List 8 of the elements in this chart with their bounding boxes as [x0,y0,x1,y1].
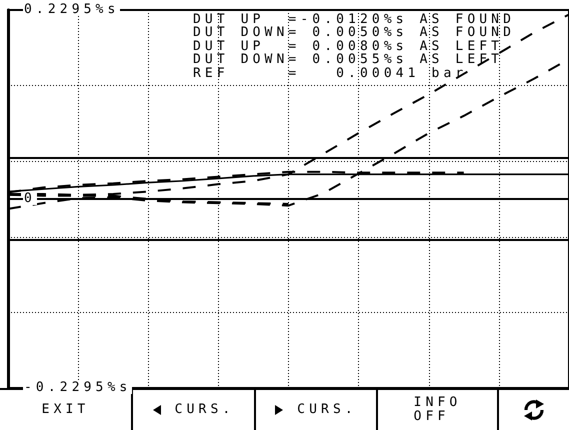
annotation: REF = 0.00041 bar [193,66,468,81]
y-tick-label: -0.2295%s [23,380,132,395]
y-tick-label: 0.2295%s [23,2,120,17]
annotation: DUT DOWN= 0.0055%s AS LEFT [193,52,504,68]
annotation: DUT UP = 0.0080%s AS LEFT [193,38,504,54]
annotation: DUT DOWN= 0.0050%s AS FOUND [193,25,516,40]
annotation: DUT UP =-0.0120%s AS FOUND [193,12,516,27]
y-tick-label: 0 [23,191,37,206]
